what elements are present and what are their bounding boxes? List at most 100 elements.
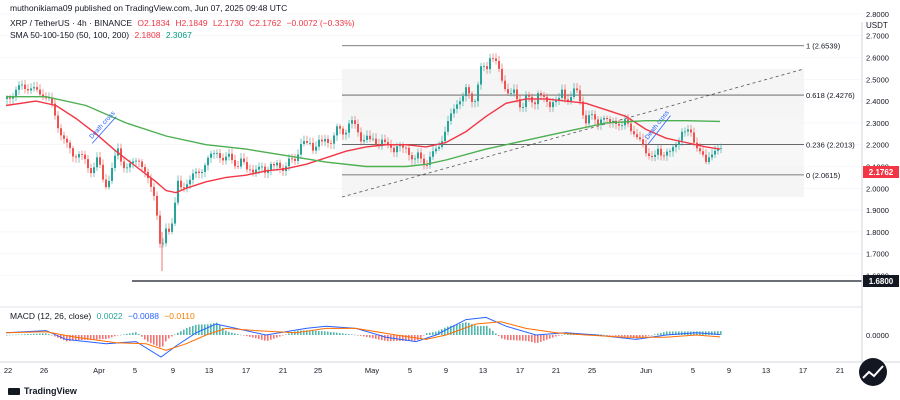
- macd-histogram-bar: [153, 335, 155, 345]
- macd-histogram-bar: [363, 335, 365, 337]
- candle-body: [450, 113, 452, 122]
- candle-body: [237, 166, 239, 168]
- candle-body: [351, 120, 353, 124]
- candle-body: [336, 126, 338, 136]
- candle-body: [597, 119, 599, 125]
- macd-histogram-bar: [606, 335, 608, 336]
- macd-histogram-bar: [189, 326, 191, 335]
- candle-body: [513, 89, 515, 94]
- macd-histogram-bar: [669, 331, 671, 335]
- macd-histogram-bar: [654, 334, 656, 335]
- symbol-legend[interactable]: XRP / TetherUS · 4h · BINANCE O2.1834 H2…: [10, 18, 358, 28]
- candle-body: [453, 108, 455, 114]
- macd-histogram-bar: [180, 331, 182, 335]
- candle-body: [570, 96, 572, 103]
- candle-body: [672, 147, 674, 152]
- x-tick-label: 21: [279, 366, 287, 375]
- candle-body: [507, 89, 509, 94]
- candle-body: [9, 97, 11, 99]
- macd-histogram-bar: [498, 335, 500, 336]
- macd-histogram-bar: [327, 331, 329, 335]
- macd-histogram-bar: [603, 334, 605, 336]
- macd-histogram-bar: [561, 335, 563, 336]
- macd-histogram-bar: [135, 332, 137, 335]
- macd-histogram-bar: [246, 335, 248, 337]
- macd-histogram-bar: [360, 335, 362, 336]
- high-value: H2.1849: [175, 18, 208, 28]
- candle-body: [231, 153, 233, 161]
- macd-histogram-bar: [513, 335, 515, 341]
- macd-histogram-bar: [177, 332, 179, 335]
- macd-histogram-bar: [9, 334, 11, 336]
- macd-histogram-bar: [75, 335, 77, 341]
- macd-histogram-bar: [540, 335, 542, 342]
- macd-histogram-bar: [213, 323, 215, 335]
- macd-histogram-bar: [171, 335, 173, 337]
- candle-body: [705, 154, 707, 163]
- macd-histogram-bar: [192, 325, 194, 335]
- candle-body: [678, 140, 680, 145]
- candle-body: [141, 161, 143, 168]
- time-axis[interactable]: 22 26 Apr 5 9 13 17 21 25 May 5 9 13 17 21 25 Jun 5 9 13 17 2…: [4, 366, 844, 375]
- macd-histogram-bar: [108, 335, 110, 339]
- candle-body: [87, 159, 89, 169]
- y-tick-label: 2.2000: [866, 141, 889, 150]
- macd-histogram-bar: [6, 335, 8, 336]
- macd-histogram-bar: [342, 333, 344, 335]
- macd-histogram-bar: [147, 335, 149, 342]
- macd-histogram-bar: [93, 335, 95, 340]
- candle-body: [600, 119, 602, 125]
- candle-body: [42, 94, 44, 98]
- fib-level-label: 0.618 (2.4276): [806, 91, 855, 100]
- macd-histogram-bar: [720, 331, 722, 335]
- candle-body: [348, 123, 350, 133]
- macd-histogram-bar: [39, 333, 41, 335]
- macd-histogram-bar: [378, 335, 380, 340]
- macd-histogram-bar: [459, 323, 461, 335]
- close-value: C2.1762: [249, 18, 282, 28]
- x-tick-label: 5: [408, 366, 412, 375]
- macd-histogram-bar: [366, 335, 368, 338]
- candle-body: [465, 87, 467, 97]
- macd-histogram-bar: [21, 334, 23, 335]
- y-tick-label: 2.4000: [866, 97, 889, 106]
- macd-histogram-bar: [312, 330, 314, 335]
- candle-body: [183, 187, 185, 189]
- candle-body: [648, 153, 650, 156]
- sma-legend[interactable]: SMA 50-100-150 (50, 100, 200) 2.1808 2.3…: [10, 30, 195, 40]
- macd-histogram-bar: [264, 335, 266, 341]
- macd-legend[interactable]: MACD (12, 26, close) 0.0022 −0.0088 −0.0…: [10, 311, 198, 321]
- tradingview-logo[interactable]: TradingView: [8, 386, 77, 396]
- macd-histogram-bar: [330, 331, 332, 335]
- macd-histogram-bar: [624, 335, 626, 337]
- candle-body: [606, 117, 608, 120]
- candle-body: [633, 131, 635, 135]
- macd-histogram-bar: [249, 335, 251, 337]
- x-tick-label: 25: [588, 366, 596, 375]
- macd-histogram-bar: [477, 326, 479, 335]
- candle-body: [534, 102, 536, 105]
- candle-body: [516, 89, 518, 100]
- candle-body: [369, 135, 371, 140]
- macd-histogram-bar: [243, 335, 245, 336]
- candle-body: [312, 142, 314, 151]
- macd-histogram-bar: [534, 335, 536, 343]
- fib-retracement[interactable]: 1 (2.6539) 0.618 (2.4276) 0.236 (2.2013) 0 …: [342, 42, 855, 180]
- candle-body: [402, 145, 404, 148]
- macd-histogram-bar: [351, 334, 353, 335]
- candle-body: [543, 94, 545, 97]
- macd-histogram-bar: [408, 335, 410, 341]
- candle-body: [393, 147, 395, 153]
- price-axis[interactable]: 2.8000 2.7000 2.6000 2.5000 2.4000 2.3000 2.20…: [866, 10, 889, 281]
- candle-body: [63, 135, 65, 139]
- macd-histogram-bar: [105, 335, 107, 340]
- macd-histogram-bar: [618, 335, 620, 337]
- candle-body: [447, 121, 449, 132]
- candle-body: [168, 228, 170, 232]
- tradingview-corner-icon[interactable]: [859, 358, 887, 386]
- macd-histogram-bar: [12, 334, 14, 336]
- candle-body: [18, 85, 20, 90]
- candle-body: [630, 123, 632, 132]
- candle-body: [690, 129, 692, 133]
